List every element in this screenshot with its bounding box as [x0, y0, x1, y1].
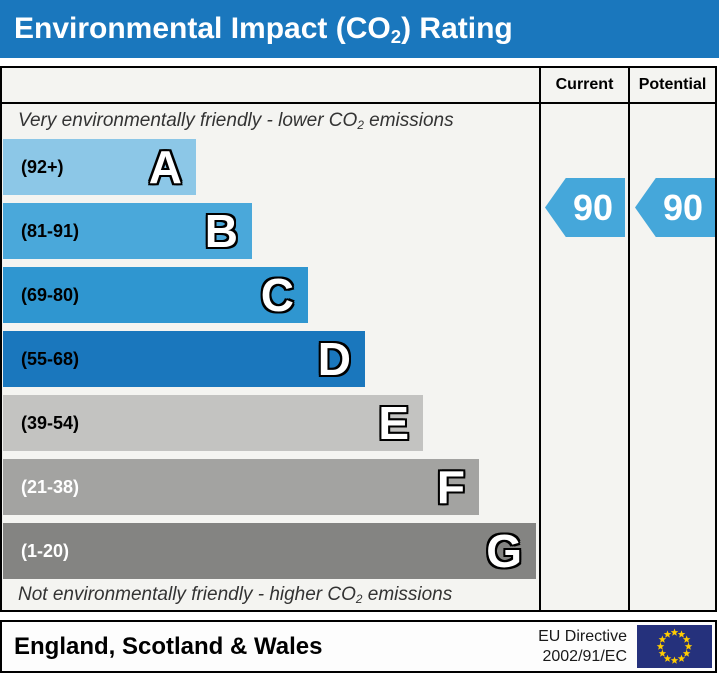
eu-directive-label: EU Directive 2002/91/EC [538, 628, 627, 665]
band-a-letter: A [148, 141, 182, 193]
top-note: Very environmentally friendly - lower CO… [18, 110, 454, 133]
potential-column-left-border [628, 68, 630, 610]
rating-table: Current Potential Very environmentally f… [0, 66, 717, 612]
band-e-letter: E [378, 397, 409, 449]
band-d-letter: D [317, 333, 351, 385]
potential-rating-arrow: 90 [635, 178, 715, 237]
header-divider [2, 102, 715, 104]
band-f: (21-38) F [3, 459, 479, 515]
current-rating-arrow: 90 [545, 178, 625, 237]
band-g-range: (1-20) [21, 540, 70, 561]
bottom-note: Not environmentally friendly - higher CO… [18, 584, 453, 607]
band-d-range: (55-68) [21, 348, 80, 369]
band-e-range: (39-54) [21, 412, 80, 433]
footer: England, Scotland & Wales EU Directive 2… [0, 620, 717, 673]
current-rating-value: 90 [572, 186, 614, 228]
band-f-range: (21-38) [21, 476, 80, 497]
band-a: (92+) A [3, 139, 196, 195]
band-c-letter: C [260, 269, 294, 321]
band-e: (39-54) E [3, 395, 423, 451]
band-a-range: (92+) [21, 156, 64, 177]
current-column-left-border [539, 68, 541, 610]
potential-rating-value: 90 [662, 186, 704, 228]
title-text: Environmental Impact (CO2) Rating [14, 12, 513, 48]
chart-title: Environmental Impact (CO2) Rating [0, 0, 719, 58]
eu-flag-icon [637, 625, 712, 668]
band-g-letter: G [486, 525, 522, 577]
band-c-range: (69-80) [21, 284, 80, 305]
band-b-letter: B [204, 205, 238, 257]
band-b-range: (81-91) [21, 220, 80, 241]
potential-column-header: Potential [638, 76, 707, 93]
band-g: (1-20) G [3, 523, 536, 579]
band-b: (81-91) B [3, 203, 252, 259]
band-c: (69-80) C [3, 267, 308, 323]
band-f-letter: F [436, 461, 465, 513]
region-label: England, Scotland & Wales [14, 632, 323, 660]
band-d: (55-68) D [3, 331, 365, 387]
current-column-header: Current [555, 76, 614, 93]
